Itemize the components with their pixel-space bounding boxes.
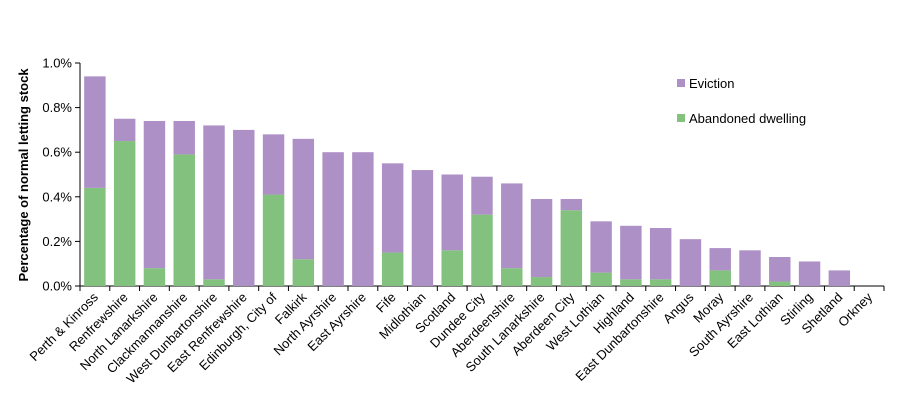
bar-abandoned-dwelling: [709, 270, 731, 286]
bar-abandoned-dwelling: [203, 279, 225, 286]
legend-label-eviction: Eviction: [689, 76, 735, 91]
bar-abandoned-dwelling: [769, 281, 791, 286]
bar-eviction: [84, 76, 106, 188]
bar-abandoned-dwelling: [262, 194, 285, 286]
bar-abandoned-dwelling: [173, 154, 195, 286]
bar-eviction: [530, 199, 553, 278]
legend: Eviction Abandoned dwelling: [677, 76, 806, 126]
bar-eviction: [262, 134, 285, 195]
bar-eviction: [620, 225, 642, 280]
x-axis: [79, 285, 885, 291]
y-tick-label: 0.2%: [42, 234, 72, 249]
bar-eviction: [322, 152, 344, 286]
x-category-label: Angus: [660, 289, 697, 326]
y-tick-label: 0.6%: [42, 145, 72, 160]
bar-eviction: [471, 176, 493, 215]
bar-eviction: [233, 129, 255, 286]
bar-abandoned-dwelling: [471, 214, 493, 286]
bar-eviction: [739, 250, 761, 286]
legend-swatch-eviction: [677, 79, 685, 87]
bar-eviction: [679, 239, 702, 286]
bar-eviction: [798, 261, 821, 286]
bars: [84, 76, 851, 286]
bar-eviction: [381, 163, 404, 253]
bar-abandoned-dwelling: [381, 252, 404, 286]
bar-eviction: [649, 228, 672, 280]
bar-eviction: [828, 270, 851, 286]
y-axis: 0.0% 0.2% 0.4% 0.6% 0.8% 1.0%: [42, 56, 81, 294]
y-axis-title: Percentage of normal letting stock: [16, 68, 31, 282]
bar-abandoned-dwelling: [84, 187, 106, 286]
bar-eviction: [590, 221, 612, 273]
bar-abandoned-dwelling: [590, 272, 612, 286]
bar-eviction: [113, 118, 136, 142]
y-tick-label: 1.0%: [42, 56, 72, 71]
y-tick-label: 0.4%: [42, 189, 72, 204]
legend-swatch-abandoned-dwelling: [677, 114, 685, 122]
bar-abandoned-dwelling: [501, 268, 523, 286]
bar-eviction: [441, 174, 463, 251]
bar-eviction: [203, 125, 225, 280]
bar-abandoned-dwelling: [560, 210, 583, 286]
bar-abandoned-dwelling: [620, 279, 642, 286]
bar-eviction: [143, 120, 166, 269]
legend-label-abandoned-dwelling: Abandoned dwelling: [689, 111, 806, 126]
bar-abandoned-dwelling: [530, 277, 553, 286]
bar-eviction: [411, 170, 434, 286]
bar-eviction: [769, 257, 791, 282]
bar-eviction: [352, 152, 374, 286]
bar-abandoned-dwelling: [113, 141, 136, 286]
bar-eviction: [560, 199, 583, 211]
bar-abandoned-dwelling: [649, 279, 672, 286]
bar-abandoned-dwelling: [441, 250, 463, 286]
bar-abandoned-dwelling: [292, 259, 315, 286]
y-tick-label: 0.0%: [42, 279, 72, 294]
x-category-label: Orkney: [835, 289, 876, 330]
bar-eviction: [501, 183, 523, 269]
bar-eviction: [173, 120, 195, 155]
bar-abandoned-dwelling: [143, 268, 166, 286]
bar-eviction: [709, 248, 731, 271]
bar-eviction: [292, 138, 315, 260]
y-tick-label: 0.8%: [42, 100, 72, 115]
